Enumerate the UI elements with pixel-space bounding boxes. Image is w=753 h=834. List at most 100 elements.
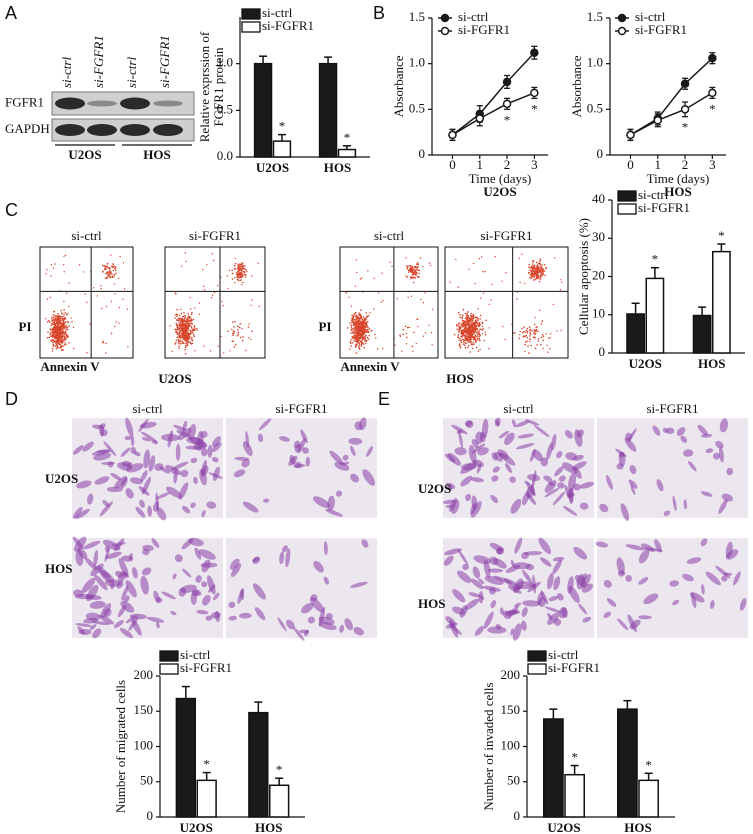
flow-event [192, 332, 194, 334]
flow-event [527, 337, 529, 339]
flow-event [406, 276, 408, 278]
flow-event [410, 278, 412, 280]
flow-event [472, 334, 473, 335]
flow-event [524, 331, 526, 333]
series-line [630, 58, 712, 135]
flow-event [183, 334, 185, 336]
flow-event [350, 332, 352, 334]
flow-event [366, 316, 368, 318]
flow-event [355, 344, 357, 346]
flow-event [364, 330, 366, 332]
y-tick-label: 0.0 [217, 148, 233, 163]
flow-event [351, 319, 353, 321]
flow-event [412, 346, 414, 348]
flow-event [102, 265, 104, 267]
series-line [630, 93, 712, 135]
flow-event [51, 316, 53, 318]
flow-event [407, 297, 408, 298]
flow-event [473, 263, 474, 264]
significance: * [682, 120, 689, 135]
flow-event [483, 293, 484, 294]
flow-event [248, 323, 249, 324]
flow-event [397, 298, 398, 299]
flow-event [465, 321, 467, 323]
flow-event [417, 318, 418, 319]
flow-event [542, 320, 544, 322]
significance: * [645, 757, 652, 772]
flow-event [473, 343, 475, 345]
flow-event [360, 278, 361, 279]
flow-event [233, 326, 235, 328]
flow-event [356, 337, 358, 339]
flow-event [115, 266, 117, 268]
flow-event [113, 266, 115, 268]
flow-event [175, 293, 176, 294]
flow-event [466, 316, 468, 318]
flow-event [193, 319, 195, 321]
flow-event [175, 323, 177, 325]
x-tick-label: HOS [624, 820, 651, 834]
lane-label: si-ctrl [124, 57, 139, 88]
flow-event [533, 332, 535, 334]
flow-event [53, 268, 54, 269]
x-tick-label: 0 [449, 157, 456, 172]
flow-event [468, 345, 470, 347]
flow-event [86, 302, 87, 303]
flow-event [51, 340, 53, 342]
flow-event [530, 334, 532, 336]
flow-event [360, 337, 362, 339]
flow-event [361, 328, 363, 330]
flow-event [114, 283, 115, 284]
y-tick-label: 30 [592, 229, 605, 244]
flow-event [244, 268, 246, 270]
flow-event [369, 328, 371, 330]
flow-event [188, 329, 190, 331]
flow-event [241, 328, 242, 329]
flow-event [54, 315, 56, 317]
marker [504, 100, 511, 107]
flow-event [61, 339, 63, 341]
significance: * [203, 757, 210, 772]
flow-event [460, 340, 462, 342]
flow-event [457, 336, 459, 338]
flow-event [65, 327, 67, 329]
flow-event [85, 294, 86, 295]
legend-label: si-FGFR1 [635, 22, 687, 37]
flow-event [111, 333, 113, 335]
flow-title: si-ctrl [71, 228, 102, 243]
flow-event [190, 308, 192, 310]
flow-event [57, 337, 59, 339]
flow-event [377, 348, 378, 349]
flow-event [405, 257, 406, 258]
flow-event [231, 329, 232, 330]
flow-event [176, 309, 178, 311]
flow-event [546, 345, 547, 346]
flow-event [113, 270, 115, 272]
flow-event [468, 269, 469, 270]
flow-event [519, 331, 520, 332]
flow-event [49, 321, 51, 323]
flow-event [460, 336, 462, 338]
flow-event [485, 271, 486, 272]
flow-event [349, 348, 350, 349]
flow-event [356, 272, 357, 273]
flow-event [480, 315, 482, 317]
flow-event [485, 334, 487, 336]
flow-event [526, 341, 528, 343]
flow-event [235, 344, 237, 346]
flow-event [54, 324, 56, 326]
flow-event [401, 351, 402, 352]
flow-event [483, 328, 485, 330]
flow-event [232, 273, 234, 275]
flow-event [473, 331, 475, 333]
subtitle: HOS [664, 184, 691, 199]
flow-event [54, 263, 55, 264]
y-tick-label: 0 [514, 808, 521, 823]
flow-event [550, 337, 551, 338]
flow-event [103, 341, 104, 342]
flow-event [190, 343, 192, 345]
flow-event [534, 266, 536, 268]
significance: * [718, 228, 725, 243]
flow-event [553, 304, 554, 305]
flow-event [184, 315, 186, 317]
